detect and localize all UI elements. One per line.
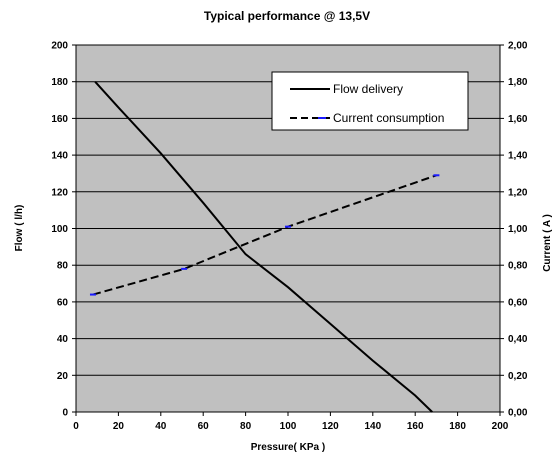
y-left-tick-label: 60 — [57, 297, 69, 308]
legend-label-current-consumption: Current consumption — [333, 111, 444, 125]
x-axis-title: Pressure( KPa ) — [251, 442, 325, 453]
series-lines — [89, 81, 440, 413]
y-left-axis-ticks: 0 20 40 60 80 100 120 140 160 180 200 — [51, 41, 76, 419]
y-left-tick-label: 20 — [57, 371, 69, 382]
y-right-tick-label: 0,40 — [508, 334, 528, 345]
x-tick-label: 60 — [198, 421, 210, 432]
chart-title: Typical performance @ 13,5V — [204, 9, 370, 23]
y-right-tick-label: 0,60 — [508, 297, 528, 308]
x-tick-label: 160 — [407, 421, 424, 432]
y-left-tick-label: 140 — [51, 151, 68, 162]
y-right-tick-label: 0,20 — [508, 371, 528, 382]
x-tick-label: 0 — [73, 421, 79, 432]
x-tick-label: 100 — [280, 421, 297, 432]
y-left-tick-label: 200 — [51, 41, 68, 52]
x-tick-label: 40 — [155, 421, 167, 432]
y-left-tick-label: 40 — [57, 334, 69, 345]
legend-label-flow-delivery: Flow delivery — [333, 82, 403, 96]
y-right-axis-title: Current ( A ) — [542, 214, 553, 272]
y-left-axis-title: Flow ( l/h) — [14, 205, 25, 252]
series-line-flow-delivery — [94, 81, 433, 413]
y-left-tick-label: 80 — [57, 261, 69, 272]
y-right-axis-ticks: 0,00 0,20 0,40 0,60 0,80 1,00 1,20 1,40 1,60 1,80… — [500, 41, 528, 419]
x-tick-label: 20 — [113, 421, 125, 432]
y-right-tick-label: 1,80 — [508, 77, 528, 88]
y-right-tick-label: 0,80 — [508, 261, 528, 272]
y-left-tick-label: 180 — [51, 77, 68, 88]
y-left-tick-label: 100 — [51, 224, 68, 235]
legend-box — [271, 71, 469, 131]
x-axis-ticks: 0 20 40 60 80 100 120 140 160 180 200 — [73, 412, 509, 432]
y-right-tick-label: 1,60 — [508, 114, 528, 125]
series-line-current-consumption — [92, 174, 437, 296]
y-right-tick-label: 1,20 — [508, 187, 528, 198]
x-tick-label: 80 — [240, 421, 252, 432]
legend: Flow delivery Current consumption — [271, 71, 469, 131]
y-right-tick-label: 0,00 — [508, 408, 528, 419]
x-tick-label: 180 — [449, 421, 466, 432]
y-right-tick-label: 2,00 — [508, 41, 528, 52]
x-tick-label: 200 — [492, 421, 509, 432]
y-left-tick-label: 160 — [51, 114, 68, 125]
y-right-tick-label: 1,40 — [508, 151, 528, 162]
y-right-tick-label: 1,00 — [508, 224, 528, 235]
x-tick-label: 120 — [322, 421, 339, 432]
y-left-tick-label: 0 — [62, 408, 68, 419]
y-left-tick-label: 120 — [51, 187, 68, 198]
x-tick-label: 140 — [364, 421, 381, 432]
